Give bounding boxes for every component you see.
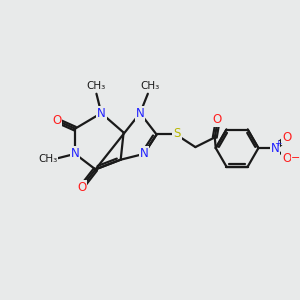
Text: O: O bbox=[282, 152, 291, 165]
Text: N: N bbox=[271, 142, 279, 154]
Text: CH₃: CH₃ bbox=[38, 154, 58, 164]
Text: N: N bbox=[136, 106, 145, 120]
Text: N: N bbox=[140, 147, 148, 161]
Text: O: O bbox=[212, 113, 221, 126]
Text: O: O bbox=[77, 181, 86, 194]
Text: O: O bbox=[282, 131, 291, 144]
Text: CH₃: CH₃ bbox=[140, 81, 159, 91]
Text: O: O bbox=[52, 114, 61, 128]
Text: S: S bbox=[173, 127, 181, 140]
Text: CH₃: CH₃ bbox=[87, 81, 106, 91]
Text: N: N bbox=[71, 147, 80, 161]
Text: −: − bbox=[291, 153, 300, 163]
Text: N: N bbox=[97, 106, 106, 120]
Text: +: + bbox=[274, 139, 282, 148]
